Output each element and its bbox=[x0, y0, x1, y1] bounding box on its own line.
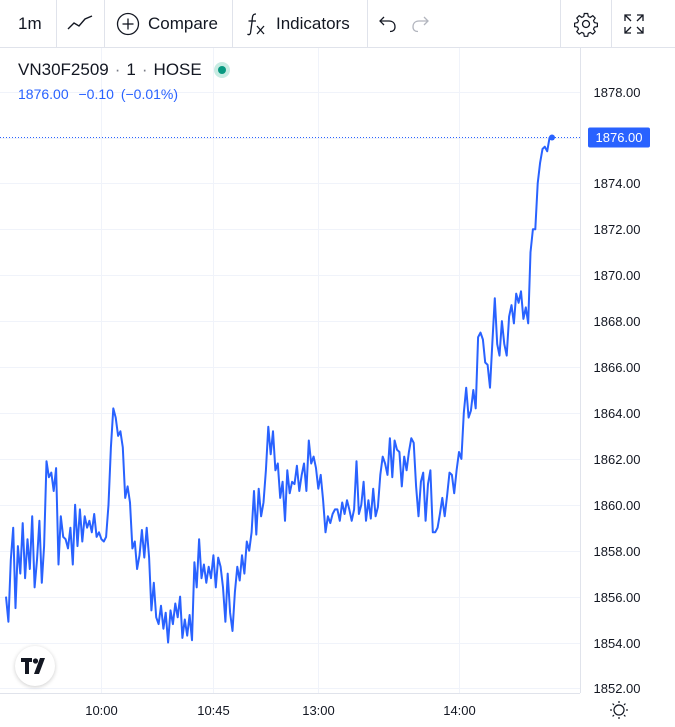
settings-button[interactable] bbox=[573, 0, 599, 47]
price-tick-label: 1856.00 bbox=[594, 590, 641, 605]
price-tick-label: 1878.00 bbox=[594, 85, 641, 100]
price-line-series bbox=[5, 136, 552, 644]
tradingview-logo[interactable] bbox=[15, 646, 55, 686]
price-tick-label: 1860.00 bbox=[594, 498, 641, 513]
toolbar-divider bbox=[560, 0, 561, 47]
tradingview-logo-icon bbox=[21, 658, 45, 674]
price-tick-label: 1870.00 bbox=[594, 268, 641, 283]
toolbar-divider bbox=[611, 0, 612, 47]
price-tick-label: 1862.00 bbox=[594, 452, 641, 467]
time-tick-label: 13:00 bbox=[302, 703, 335, 718]
series bbox=[5, 134, 555, 644]
symbol-exchange: HOSE bbox=[153, 60, 202, 79]
last-price-label: 1876.00 bbox=[596, 130, 643, 145]
indicators-label: Indicators bbox=[276, 13, 350, 33]
price-change: −0.10 bbox=[78, 86, 114, 102]
redo-button[interactable] bbox=[410, 0, 432, 47]
last-point-marker bbox=[549, 134, 555, 141]
legend-separator: · bbox=[114, 60, 121, 79]
undo-icon bbox=[379, 16, 396, 32]
top-toolbar: 1m Compare Indicators bbox=[0, 0, 675, 48]
last-price-badge-bg bbox=[588, 127, 650, 148]
compare-label: Compare bbox=[148, 13, 218, 33]
sun-icon-ray bbox=[623, 714, 626, 717]
price-tick-label: 1868.00 bbox=[594, 314, 641, 329]
price-line: 1876.00 −0.10 (−0.01%) bbox=[18, 86, 230, 102]
sun-icon bbox=[613, 704, 625, 716]
price-axis[interactable]: 1878.00 1876.00 1874.00 1872.00 1870.00 1868.… bbox=[594, 85, 641, 696]
price-tick-label: 1872.00 bbox=[594, 222, 641, 237]
fullscreen-icon bbox=[624, 13, 644, 34]
time-axis[interactable]: 10:00 10:45 13:00 14:00 bbox=[85, 703, 476, 718]
interval-label: 1m bbox=[18, 13, 42, 33]
sun-icon-ray bbox=[623, 703, 626, 706]
last-price: 1876.00 bbox=[18, 86, 69, 102]
toolbar-divider bbox=[232, 0, 233, 47]
toolbar-divider bbox=[56, 0, 57, 47]
time-tick-label: 10:45 bbox=[197, 703, 230, 718]
price-tick-label: 1864.00 bbox=[594, 406, 641, 421]
market-status-icon[interactable] bbox=[213, 62, 230, 78]
price-tick-label: 1852.00 bbox=[594, 681, 641, 696]
price-tick-label: 1858.00 bbox=[594, 544, 641, 559]
time-tick-label: 14:00 bbox=[443, 703, 476, 718]
time-tick-label: 10:00 bbox=[85, 703, 118, 718]
price-tick-label: 1866.00 bbox=[594, 360, 641, 375]
symbol-legend[interactable]: VN30F2509 · 1 · HOSE 1876.00 −0.10 (−0.0… bbox=[18, 60, 230, 102]
undo-button[interactable] bbox=[376, 0, 398, 47]
toolbar-divider bbox=[104, 0, 105, 47]
price-tick-label: 1874.00 bbox=[594, 176, 641, 191]
fullscreen-button[interactable] bbox=[622, 0, 646, 47]
grid bbox=[0, 48, 580, 693]
legend-separator: · bbox=[141, 60, 148, 79]
line-chart-icon bbox=[67, 14, 93, 29]
symbol-line: VN30F2509 · 1 · HOSE bbox=[18, 60, 230, 80]
market-status-dot bbox=[217, 66, 226, 74]
sun-icon-ray bbox=[612, 714, 615, 717]
price-change-percent: (−0.01%) bbox=[120, 86, 179, 102]
redo-icon bbox=[412, 16, 429, 32]
gear-icon bbox=[574, 12, 598, 37]
last-price-badge: 1876.00 bbox=[588, 127, 650, 148]
time-axis-settings[interactable] bbox=[610, 701, 628, 719]
symbol-interval: 1 bbox=[126, 60, 136, 79]
fx-icon bbox=[247, 12, 265, 35]
toolbar-divider bbox=[367, 0, 368, 47]
chart-type-button[interactable] bbox=[66, 0, 94, 47]
sun-icon-ray bbox=[612, 703, 615, 706]
plus-circle-icon bbox=[116, 12, 140, 35]
interval-button[interactable]: 1m bbox=[18, 0, 42, 47]
indicators-button[interactable]: Indicators bbox=[245, 0, 350, 47]
symbol-name[interactable]: VN30F2509 bbox=[18, 60, 109, 79]
price-tick-label: 1854.00 bbox=[594, 636, 641, 651]
compare-button[interactable]: Compare bbox=[116, 0, 218, 47]
